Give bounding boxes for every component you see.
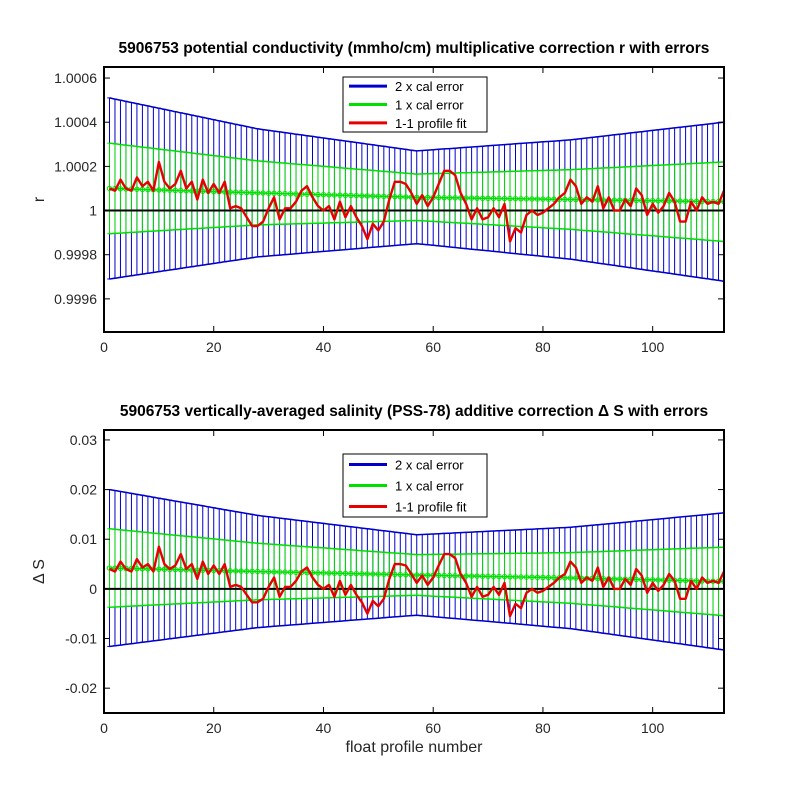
legend: 2 x cal error 1 x cal error 1-1 profile fi…	[342, 76, 488, 133]
profile-fit-line	[109, 160, 724, 243]
errorbar-series-one-x-cal-error	[106, 142, 724, 243]
plot-marks	[104, 488, 724, 651]
y-tick-label: 0.03	[70, 432, 97, 448]
y-tick-label: 0.02	[70, 482, 97, 498]
error-envelope-upper	[109, 142, 724, 175]
chart-title: 5906753 potential conductivity (mmho/cm)…	[119, 40, 710, 57]
x-tick-label: 80	[535, 339, 551, 355]
x-tick-label: 60	[425, 720, 441, 736]
y-tick-label: -0.01	[65, 631, 97, 647]
x-tick-label: 0	[100, 339, 108, 355]
y-tick-label: 0.9998	[54, 247, 97, 263]
legend-label: 2 x cal error	[395, 458, 464, 473]
legend-label: 1-1 profile fit	[395, 500, 467, 515]
y-tick-label: 0	[89, 581, 97, 597]
error-envelope-lower	[109, 242, 724, 282]
y-tick-label: 0.9996	[54, 291, 97, 307]
legend-label: 1-1 profile fit	[395, 116, 467, 131]
x-tick-label: 40	[316, 339, 332, 355]
x-tick-label: 20	[206, 720, 222, 736]
x-tick-label: 40	[316, 720, 332, 736]
y-axis-label: r	[31, 196, 48, 202]
x-tick-label: 80	[535, 720, 551, 736]
legend-label: 1 x cal error	[395, 479, 464, 494]
plot-marks	[104, 97, 724, 282]
x-axis-label: float profile number	[346, 739, 484, 756]
y-tick-label: 1.0006	[54, 70, 97, 86]
chart-panel-top: 0 20 40 60 80 100 0.9996 0.9998 1 1.0002 1.0004 1.0…	[31, 40, 725, 355]
y-tick-label: 0.01	[70, 531, 97, 547]
error-envelope-lower	[109, 219, 724, 243]
mean-line	[109, 187, 724, 203]
x-tick-label: 0	[100, 720, 108, 736]
axes-frame	[103, 66, 725, 333]
legend-label: 2 x cal error	[395, 79, 464, 94]
error-envelope-upper	[109, 97, 724, 152]
x-tick-label: 20	[206, 339, 222, 355]
y-tick-label: 1	[89, 203, 97, 219]
error-envelope-upper	[109, 528, 724, 556]
x-tick-label: 100	[641, 339, 665, 355]
x-tick-label: 100	[641, 720, 665, 736]
y-axis-label: Δ S	[31, 559, 48, 584]
axes-frame	[103, 429, 725, 714]
y-tick-label: -0.02	[65, 680, 97, 696]
x-tick-label: 60	[425, 339, 441, 355]
chart-title: 5906753 vertically-averaged salinity (PS…	[120, 403, 708, 420]
errorbar-series-one-x-cal-error	[106, 528, 724, 617]
legend-label: 1 x cal error	[395, 98, 464, 113]
y-tick-label: 1.0004	[54, 114, 97, 130]
y-tick-label: 1.0002	[54, 158, 97, 174]
profile-fit-line	[109, 545, 724, 618]
chart-panel-bottom: 0 20 40 60 80 100 -0.02 -0.01 0 0.01 0.02 0.03 59067…	[31, 403, 725, 756]
error-envelope-lower	[109, 594, 724, 617]
legend: 2 x cal error 1 x cal error 1-1 profile fi…	[342, 453, 488, 518]
error-envelope-lower	[109, 614, 724, 651]
error-envelope-upper	[109, 488, 724, 536]
